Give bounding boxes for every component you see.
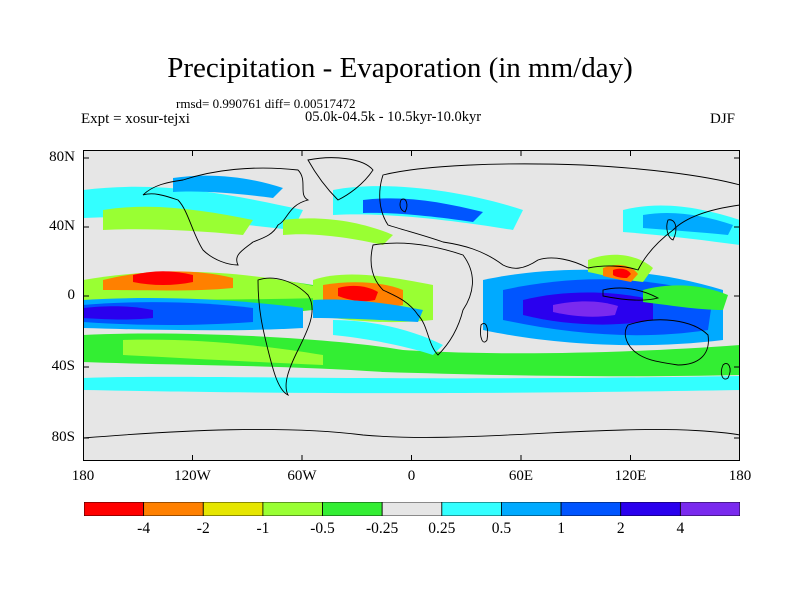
colorbar-swatch <box>84 502 145 516</box>
chart-title: Precipitation - Evaporation (in mm/day) <box>167 52 633 84</box>
coastline-indonesia <box>602 287 660 301</box>
longitude-label: 60E <box>508 468 534 484</box>
longitude-label: 0 <box>407 468 416 484</box>
colorbar-swatch <box>322 502 383 516</box>
colorbar-label: 0.25 <box>428 520 456 537</box>
contour-region <box>643 213 733 235</box>
contour-region <box>313 299 423 322</box>
season-label: DJF <box>710 111 736 127</box>
latitude-label: 40N <box>49 218 75 234</box>
contour-region <box>83 306 153 320</box>
contour-region <box>103 206 253 235</box>
longitude-label: 120W <box>174 468 211 484</box>
coastline-japan <box>666 219 677 241</box>
colorbar <box>84 502 740 516</box>
contour-region <box>333 320 443 355</box>
colorbar-label: -4 <box>137 520 151 537</box>
coastlines <box>83 157 740 439</box>
coastline-greenland <box>307 157 374 201</box>
contour-region <box>83 333 740 377</box>
colorbar-swatch <box>441 502 502 516</box>
coastline-south-america <box>257 277 313 397</box>
coastline-uk <box>399 198 408 213</box>
coastline-madagascar <box>480 323 489 343</box>
colorbar-label: -2 <box>196 520 210 537</box>
latitude-label: 0 <box>67 287 76 303</box>
contour-region <box>283 218 393 245</box>
contour-region <box>363 198 483 222</box>
coastline-new-zealand <box>720 363 731 380</box>
experiment-label: Expt = xosur-tejxi <box>81 111 190 127</box>
latitude-label: 80N <box>49 149 75 165</box>
colorbar-swatch <box>143 502 204 516</box>
stats-line: rmsd= 0.990761 diff= 0.00517472 <box>176 96 356 111</box>
contour-region <box>643 285 728 310</box>
coastline-antarctica <box>83 428 740 439</box>
axis-ticks <box>83 150 740 461</box>
colorbar-label: 2 <box>616 520 625 537</box>
colorbar-label: -1 <box>256 520 270 537</box>
colorbar-swatch <box>501 502 562 516</box>
coastline-eurasia <box>379 163 740 271</box>
colorbar-label: 4 <box>676 520 685 537</box>
colorbar-swatch <box>262 502 323 516</box>
colorbar-swatch <box>560 502 622 516</box>
longitude-label: 60W <box>287 468 317 484</box>
contour-region <box>338 285 378 302</box>
longitude-label: 180 <box>71 468 95 484</box>
colorbar-swatch <box>679 502 740 516</box>
contour-region <box>553 301 618 317</box>
latitude-label: 40S <box>51 358 75 374</box>
coastline-africa <box>370 242 473 356</box>
colorbar-label: 1 <box>557 520 565 537</box>
colorbar-swatch <box>381 502 443 516</box>
colorbar-label: 0.5 <box>491 520 512 537</box>
precipitation-map <box>83 150 740 461</box>
colorbar-label: -0.5 <box>310 520 335 537</box>
longitude-label: 180 <box>728 468 752 484</box>
longitude-label: 120E <box>614 468 647 484</box>
contour-region <box>83 394 740 411</box>
colorbar-label: -0.25 <box>366 520 399 537</box>
colorbar-swatch <box>202 502 264 516</box>
contour-region <box>133 271 193 285</box>
colorbar-swatch <box>620 502 681 516</box>
coastline-australia <box>624 319 709 366</box>
contour-region <box>83 376 740 394</box>
contour-region <box>613 268 631 278</box>
contour-region <box>123 339 323 365</box>
period-label: 05.0k-04.5k - 10.5kyr-10.0kyr <box>305 109 482 125</box>
contour-fills <box>83 175 740 411</box>
latitude-label: 80S <box>51 429 75 445</box>
contour-region <box>173 175 283 198</box>
coastline-north-america <box>142 167 310 266</box>
